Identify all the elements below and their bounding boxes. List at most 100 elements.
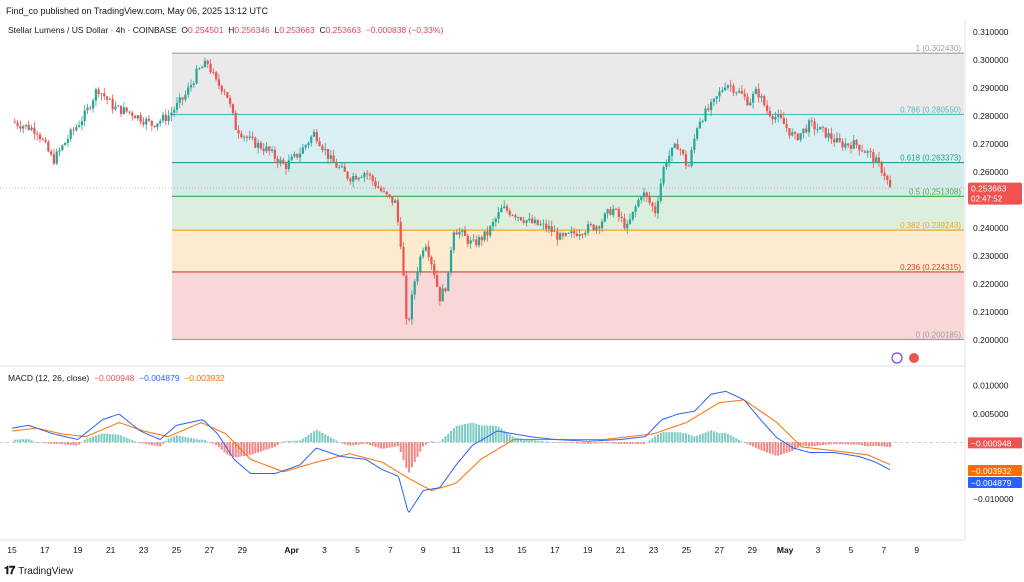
- candle-body: [491, 222, 495, 227]
- published-by: Find_co published on TradingView.com, Ma…: [6, 6, 268, 16]
- candle-body: [187, 87, 190, 95]
- macd-line: [11, 390, 891, 514]
- candle-body: [821, 126, 825, 128]
- candle-body: [94, 89, 97, 101]
- candle-body: [69, 129, 72, 139]
- candle-body: [368, 174, 372, 176]
- macd-hist-bar: [122, 436, 125, 443]
- candle-body: [38, 134, 42, 140]
- candle-body: [771, 116, 774, 120]
- macd-hist-bar: [217, 442, 220, 448]
- macd-hist-bar: [517, 437, 520, 443]
- time-tick: 25: [682, 545, 692, 555]
- candle-body: [388, 194, 391, 197]
- macd-title[interactable]: MACD (12, 26, close): [8, 373, 90, 383]
- time-tick: 11: [452, 545, 461, 555]
- macd-hist-bar: [777, 442, 780, 456]
- macd-hist-bar: [799, 442, 802, 447]
- candle-body: [380, 188, 383, 192]
- macd-hist-bar: [438, 441, 441, 443]
- macd-hist-bar: [782, 442, 785, 454]
- candle-body: [173, 109, 176, 113]
- candle-body: [863, 151, 867, 153]
- macd-hist-bar: [301, 438, 304, 443]
- macd-hist-bar: [715, 432, 718, 443]
- candle-body: [55, 151, 58, 164]
- price-tick: 0.230000: [973, 251, 1009, 261]
- time-tick: 19: [73, 545, 83, 555]
- candle-body: [226, 92, 229, 98]
- candle-body: [13, 121, 16, 123]
- macd-hist-bar: [315, 429, 318, 443]
- macd-hist-bar: [441, 439, 444, 443]
- macd-hist-bar: [796, 442, 799, 448]
- macd-hist-bar: [547, 441, 550, 443]
- time-tick: Apr: [284, 545, 299, 555]
- fib-zone-0.382: [172, 230, 964, 272]
- macd-hist-bar: [83, 440, 86, 443]
- macd-hist-bar: [617, 442, 620, 444]
- macd-hist-bar: [746, 442, 749, 444]
- time-tick: 29: [748, 545, 758, 555]
- candle-body: [547, 226, 551, 229]
- candle-body: [259, 142, 262, 149]
- macd-hist-bar: [276, 442, 279, 446]
- macd-hist-bar: [450, 430, 453, 443]
- close-label: C: [319, 25, 326, 35]
- macd-hist-bar: [810, 442, 813, 447]
- candle-body: [338, 167, 341, 168]
- macd-hist-bar: [198, 439, 201, 443]
- footer: 𝟏𝟕 TradingView: [4, 565, 73, 578]
- macd-hist-bar: [740, 441, 743, 443]
- macd-hist-bar: [136, 442, 139, 443]
- footer-brand[interactable]: TradingView: [18, 566, 74, 577]
- macd-hist-bar: [455, 425, 458, 443]
- macd-hist-bar: [385, 442, 388, 449]
- macd-hist-bar: [545, 441, 548, 443]
- price-tick: 0.290000: [973, 83, 1009, 93]
- macd-hist-bar: [47, 442, 50, 444]
- price-tick: 0.210000: [973, 307, 1009, 317]
- macd-hist-bar: [64, 442, 67, 445]
- candle-body: [743, 93, 746, 97]
- macd-hist-bar: [835, 442, 838, 444]
- macd-hist-bar: [729, 435, 732, 443]
- macd-value-label: −0.000948: [971, 438, 1012, 448]
- candle-body: [83, 110, 86, 122]
- macd-hist-bar: [648, 440, 651, 443]
- candle-body: [363, 173, 366, 178]
- candle-body: [142, 121, 145, 125]
- candle-body: [270, 149, 274, 151]
- macd-hist-bar: [363, 442, 366, 444]
- candle-body: [64, 142, 67, 146]
- candle-body: [852, 140, 855, 149]
- macd-hist-bar: [245, 442, 248, 456]
- time-tick: 23: [649, 545, 659, 555]
- candle-body: [298, 153, 302, 158]
- macd-hist-bar: [519, 438, 522, 443]
- candle-body: [704, 108, 707, 121]
- candle-body: [572, 231, 576, 234]
- macd-hist-bar: [668, 432, 671, 443]
- macd-hist-bar: [209, 442, 212, 443]
- macd-hist-bar: [771, 442, 774, 455]
- macd-line-value: −0.004879: [139, 373, 180, 383]
- macd-hist-bar: [743, 442, 746, 443]
- candle-body: [170, 112, 173, 116]
- macd-hist-bar: [273, 442, 276, 447]
- macd-hist-bar: [33, 441, 36, 443]
- macd-hist-bar: [601, 442, 604, 444]
- macd-hist-bar: [626, 442, 629, 445]
- macd-hist-bar: [480, 425, 483, 443]
- macd-hist-bar: [41, 442, 44, 443]
- candle-body: [847, 143, 850, 146]
- candle-body: [461, 230, 464, 232]
- candle-body: [696, 128, 699, 139]
- candle-body: [147, 118, 151, 121]
- candle-body: [366, 173, 369, 175]
- symbol-title[interactable]: Stellar Lumens / US Dollar · 4h · COINBA…: [8, 25, 177, 35]
- macd-hist-bar: [589, 442, 592, 444]
- candle-body: [519, 217, 523, 221]
- macd-hist-bar: [838, 442, 841, 445]
